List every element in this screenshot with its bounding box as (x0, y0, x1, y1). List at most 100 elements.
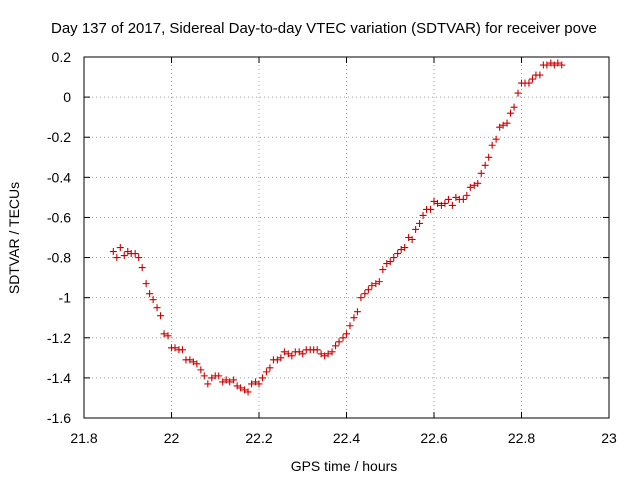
grid-lines (84, 57, 609, 418)
data-point (131, 250, 139, 258)
data-point (160, 330, 168, 338)
data-point (434, 199, 441, 207)
data-point (510, 103, 518, 111)
data-point (313, 346, 321, 354)
data-point (368, 282, 376, 290)
data-point (164, 332, 172, 340)
data-point (503, 119, 511, 127)
data-point (157, 312, 165, 320)
data-point (466, 183, 474, 191)
plot-frame (83, 56, 610, 419)
data-point (412, 225, 420, 233)
data-point (394, 250, 402, 258)
data-point (193, 360, 201, 368)
data-point (178, 346, 186, 354)
data-point (492, 135, 500, 143)
data-point (543, 61, 551, 69)
x-tick-label: 22.4 (333, 430, 360, 446)
x-tick-label: 21.8 (70, 430, 97, 446)
x-axis-label: GPS time / hours (291, 458, 398, 474)
x-tick-label: 23 (601, 430, 617, 446)
y-tick-label: -0.6 (47, 209, 71, 225)
data-point (200, 372, 208, 380)
x-tick-label: 22.8 (508, 430, 535, 446)
y-tick-label: -1.4 (47, 370, 71, 386)
axes: 21.8 22 22.2 22.4 22.6 22.8 23 0.2 0 -0.2 -0.4 -0.6… (47, 49, 617, 446)
y-tick-label: -1 (59, 290, 72, 306)
data-point (353, 308, 361, 316)
data-point (477, 169, 485, 177)
data-point (481, 161, 489, 169)
data-point (113, 254, 121, 262)
data-point (142, 280, 150, 288)
data-point (288, 352, 296, 360)
data-point (197, 366, 205, 374)
data-point (357, 294, 365, 302)
x-tick-label: 22 (164, 430, 180, 446)
data-point (375, 278, 383, 286)
x-tick-label: 22.6 (420, 430, 447, 446)
data-point (514, 89, 522, 97)
data-point (153, 304, 161, 312)
data-point (171, 344, 179, 352)
data-point (485, 153, 493, 161)
data-point (554, 59, 562, 67)
data-point (416, 219, 424, 227)
data-point (386, 258, 394, 266)
data-point (525, 79, 533, 87)
y-tick-label: 0 (63, 89, 71, 105)
data-point (361, 290, 369, 298)
data-point (146, 290, 154, 298)
data-point (346, 322, 354, 330)
data-point (120, 252, 128, 260)
data-point (299, 350, 307, 358)
y-axis-label: SDTVAR / TECUs (6, 182, 22, 294)
data-point (459, 195, 467, 203)
data-point (350, 314, 358, 322)
data-point (248, 380, 256, 388)
data-point (339, 334, 347, 342)
data-point (135, 254, 143, 262)
data-point (332, 342, 340, 350)
data-point (419, 211, 427, 219)
data-point (335, 338, 343, 346)
y-tick-label: -0.4 (47, 169, 71, 185)
data-point (230, 376, 238, 384)
data-point (328, 348, 336, 356)
data-point (226, 378, 234, 386)
data-point (116, 244, 124, 252)
data-point (324, 350, 332, 358)
data-point (343, 330, 350, 338)
data-point (390, 254, 398, 262)
data-points (109, 59, 566, 396)
data-point (444, 195, 452, 203)
data-point (215, 372, 223, 380)
y-tick-label: -0.2 (47, 129, 71, 145)
data-point (474, 179, 482, 187)
data-point (204, 380, 212, 388)
data-point (237, 384, 245, 392)
data-point (507, 109, 515, 117)
y-tick-label: -1.6 (47, 410, 71, 426)
data-point (262, 368, 270, 376)
data-point (441, 199, 449, 207)
data-point (109, 248, 117, 256)
data-point (379, 266, 387, 274)
data-point (558, 61, 566, 69)
data-point (536, 71, 544, 79)
data-point (244, 388, 252, 396)
data-point (401, 244, 409, 252)
y-tick-label: -0.8 (47, 250, 71, 266)
x-tick-label: 22.2 (245, 430, 272, 446)
data-point (277, 354, 285, 362)
y-tick-label: 0.2 (52, 49, 72, 65)
data-point (427, 205, 434, 213)
data-point (408, 236, 416, 244)
data-point (488, 141, 496, 149)
data-point (266, 364, 274, 372)
data-point (280, 348, 288, 356)
data-point (463, 191, 471, 199)
data-point (364, 286, 372, 294)
data-point (448, 201, 456, 209)
